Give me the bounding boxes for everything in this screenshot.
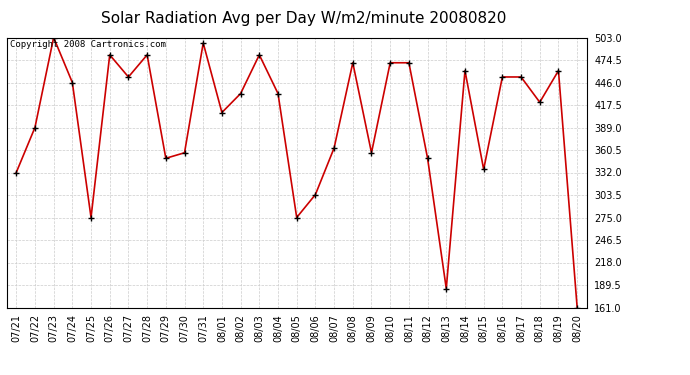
- Text: Copyright 2008 Cartronics.com: Copyright 2008 Cartronics.com: [10, 40, 166, 49]
- Text: Solar Radiation Avg per Day W/m2/minute 20080820: Solar Radiation Avg per Day W/m2/minute …: [101, 11, 506, 26]
